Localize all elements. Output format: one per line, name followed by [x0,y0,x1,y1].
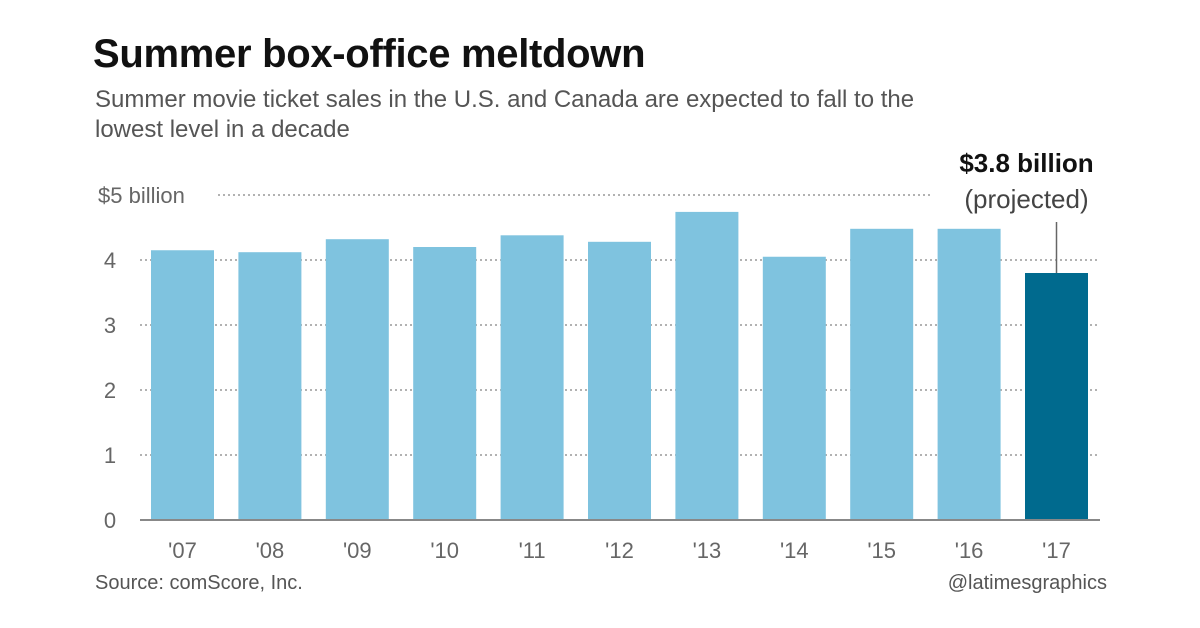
x-tick-label: '11 [519,538,546,563]
x-tick-label: '17 [1042,538,1071,563]
bar [762,256,826,520]
bar [413,247,477,520]
x-tick-label: '15 [867,538,896,563]
y-tick-label: 0 [104,508,116,533]
y-tick-label: $5 billion [98,183,185,208]
bar [500,235,564,521]
x-tick-label: '13 [693,538,722,563]
source-note: Source: comScore, Inc. [95,572,303,594]
chart-title: Summer box-office meltdown [93,32,646,76]
bar [325,239,389,520]
bar [588,241,651,521]
y-tick-label: 3 [104,313,116,338]
bar [151,250,214,520]
bar [675,211,739,520]
x-tick-label: '14 [780,538,809,563]
y-tick-label: 4 [104,248,116,273]
bar [1025,273,1088,520]
x-tick-label: '08 [256,538,285,563]
x-tick-label: '09 [343,538,372,563]
chart-subtitle: Summer movie ticket sales in the U.S. an… [95,86,915,143]
y-tick-label: 1 [104,443,116,468]
y-tick-label: 2 [104,378,116,403]
bar [850,228,914,521]
x-tick-label: '10 [430,538,459,563]
annotation-value: $3.8 billion [959,148,1093,178]
annotation-note: (projected) [964,184,1088,214]
x-tick-label: '07 [168,538,197,563]
bar [238,252,302,520]
credit: @latimesgraphics [947,572,1107,594]
bar [937,228,1001,521]
x-tick-label: '12 [605,538,634,563]
x-tick-label: '16 [955,538,984,563]
